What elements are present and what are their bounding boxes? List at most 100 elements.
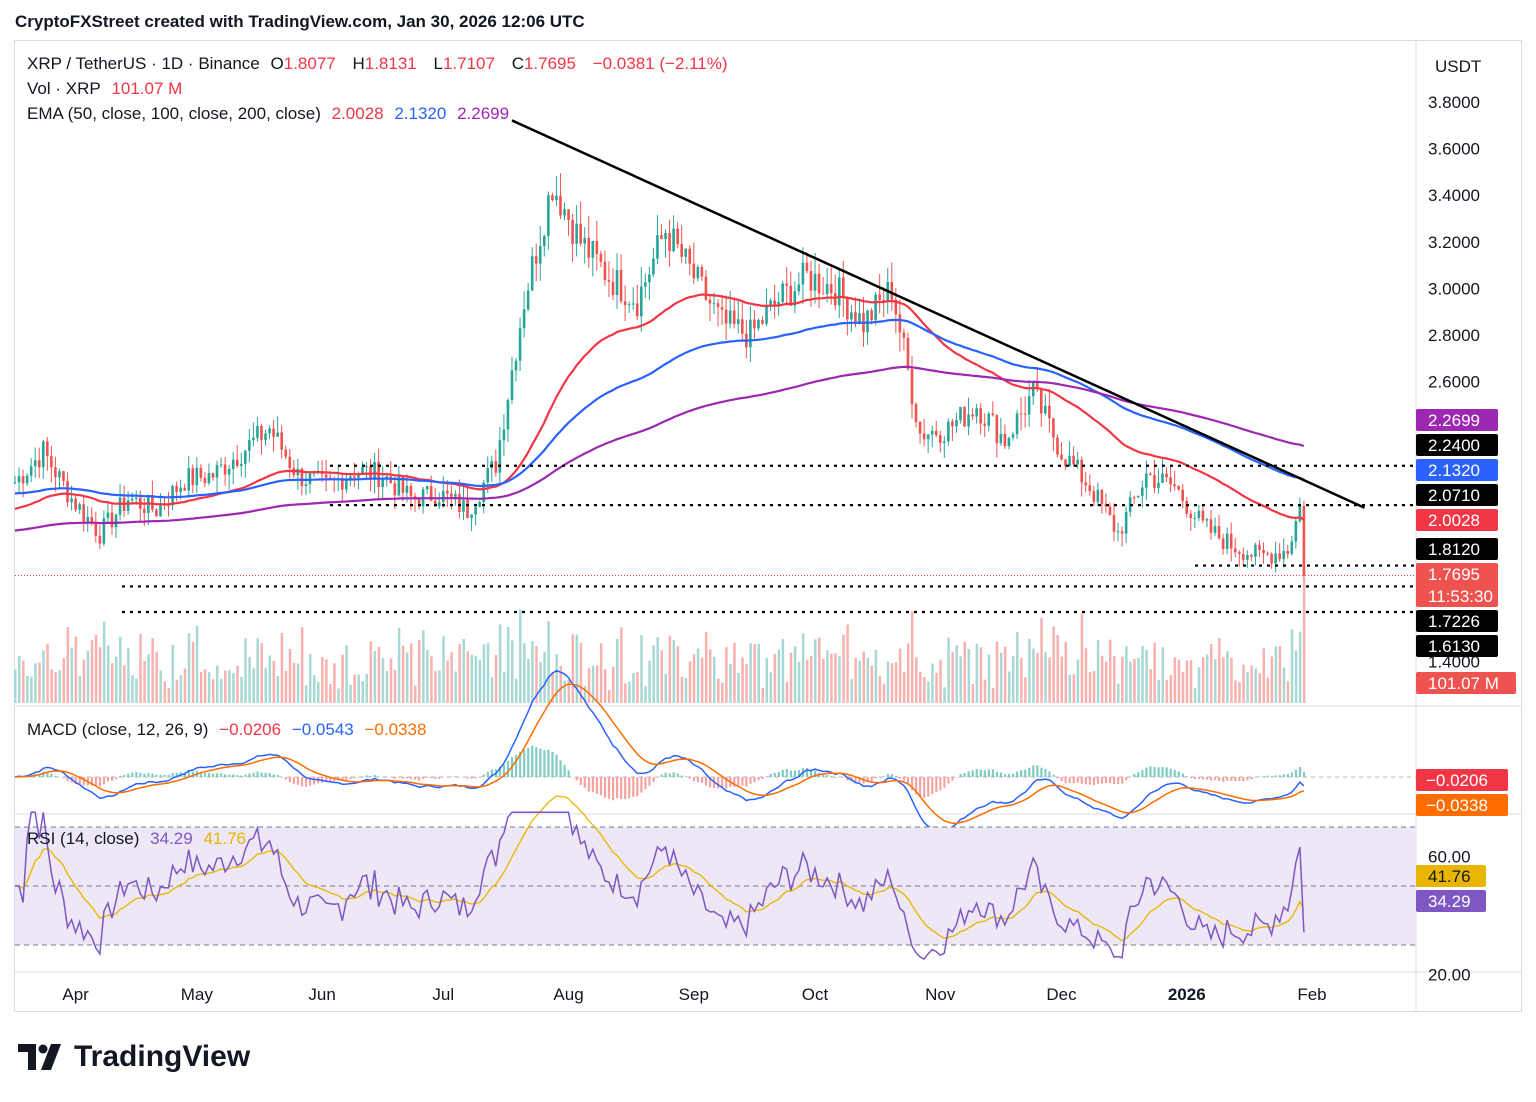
macd-hist-bar [1032, 765, 1035, 777]
macd-hist-bar [329, 777, 332, 782]
candle-body [983, 423, 987, 426]
candle-body [1157, 482, 1160, 488]
candle-body [46, 441, 49, 457]
macd-hist-bar [98, 777, 102, 787]
volume-bar [252, 668, 255, 703]
volume-bar [418, 639, 421, 703]
candle-body [1039, 388, 1043, 414]
candle-body [1181, 489, 1185, 501]
volume-bar [506, 626, 510, 703]
macd-hist-bar [599, 777, 603, 796]
candle-body [1209, 519, 1213, 533]
volume-bar [632, 672, 635, 703]
macd-hist-bar [232, 774, 235, 777]
volume-bar [203, 669, 207, 703]
candle-body [749, 319, 752, 348]
volume-bar [1137, 657, 1140, 703]
candle-body [300, 468, 304, 487]
macd-hist-bar [919, 777, 922, 797]
price-badge [1416, 509, 1498, 531]
volume-bar [385, 670, 389, 703]
macd-hist-bar [676, 773, 679, 777]
volume-bar [482, 644, 486, 703]
macd-hist-bar [543, 750, 546, 777]
macd-hist-bar [1193, 777, 1197, 780]
macd-hist-bar [175, 772, 178, 777]
volume-bar [805, 660, 809, 703]
candle-body [571, 220, 574, 244]
macd-hist-bar [1068, 777, 1071, 784]
candle-body [1092, 491, 1096, 502]
candle-body [110, 512, 114, 528]
macd-hist-bar [46, 772, 49, 777]
macd-hist-bar [199, 771, 203, 777]
volume-bar [333, 663, 336, 703]
volume-bar [801, 633, 805, 703]
volume-bar [110, 663, 114, 703]
macd-hist-bar [870, 777, 873, 782]
volume-bar [426, 650, 429, 703]
volume-bar [373, 650, 377, 703]
candle-body [938, 435, 942, 443]
ema50-line [14, 293, 1305, 521]
macd-hist-bar [725, 777, 728, 789]
candle-body [1136, 495, 1140, 498]
macd-hist-bar [1185, 776, 1188, 777]
macd-hist-bar [814, 770, 817, 777]
legend-symbol: XRP / TetherUS · 1D · Binance [27, 54, 260, 73]
volume-bar [167, 688, 171, 703]
volume-bar [539, 662, 542, 703]
candle-body [1132, 497, 1136, 499]
candle-body [959, 406, 962, 421]
volume-bar [757, 643, 760, 703]
volume-bar [725, 647, 728, 703]
macd-hist-bar [866, 777, 869, 782]
rsi-line [15, 811, 1305, 960]
candle-body [195, 467, 199, 486]
candle-body [171, 485, 174, 506]
candle-body [1003, 434, 1007, 447]
macd-hist-bar [1040, 767, 1043, 777]
candle-body [385, 476, 389, 479]
macd-hist-bar [603, 777, 607, 798]
legend-high: 1.8131 [364, 54, 417, 73]
macd-hist-bar [1222, 777, 1225, 782]
rsi-tick-label: 60.00 [1428, 848, 1471, 867]
macd-hist-bar [143, 773, 146, 777]
volume-bar [721, 682, 724, 703]
tradingview-brand[interactable]: TradingView [18, 1040, 250, 1074]
volume-bar [1048, 657, 1051, 703]
volume-bar [494, 654, 498, 703]
volume-bar [1242, 664, 1245, 703]
volume-bar [220, 678, 223, 703]
candle-body [918, 422, 922, 434]
macd-hist-bar [244, 774, 247, 777]
candle-body [466, 499, 469, 518]
macd-hist-bar [830, 776, 833, 777]
macd-hist-bar [563, 765, 566, 777]
macd-hist-bar [216, 773, 219, 777]
candle-body [987, 413, 991, 426]
volume-bar [1056, 635, 1059, 703]
candle-body [947, 421, 950, 442]
candle-body [708, 299, 712, 304]
volume-bar [353, 674, 356, 703]
legend-macd: MACD (close, 12, 26, 9) −0.0206 −0.0543 … [27, 720, 432, 740]
volume-bar [70, 647, 74, 703]
macd-hist-bar [296, 777, 300, 785]
volume-bar [143, 661, 146, 703]
candle-body [13, 482, 17, 484]
candle-body [781, 283, 784, 303]
volume-bar [519, 609, 522, 703]
macd-hist-bar [531, 745, 534, 777]
volume-bar [135, 678, 138, 703]
macd-hist-bar [551, 751, 554, 777]
volume-bar [1226, 651, 1229, 703]
macd-hist-bar [38, 774, 41, 777]
volume-bar [874, 649, 878, 703]
y-tick-label: 3.4000 [1428, 186, 1480, 205]
macd-hist-bar [284, 777, 287, 780]
macd-hist-bar [397, 777, 401, 778]
volume-bar [195, 625, 199, 703]
